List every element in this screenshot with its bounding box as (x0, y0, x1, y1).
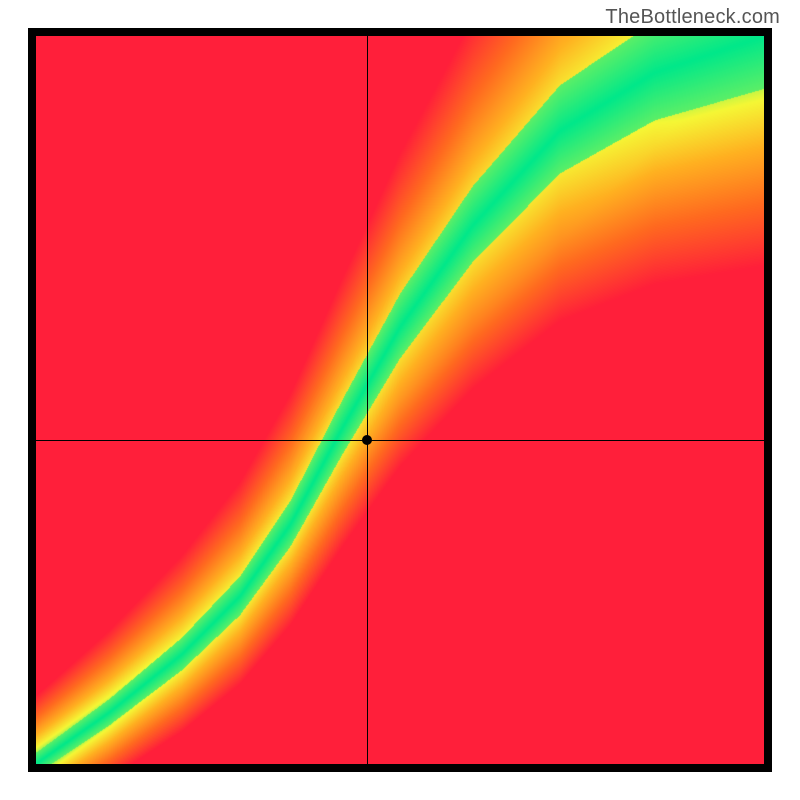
crosshair-horizontal (36, 440, 764, 441)
crosshair-vertical (367, 36, 368, 764)
bottleneck-heatmap (36, 36, 764, 764)
watermark-text: TheBottleneck.com (605, 6, 780, 29)
chart-container: TheBottleneck.com (0, 0, 800, 800)
plot-frame (28, 28, 772, 772)
crosshair-marker-dot (362, 435, 372, 445)
